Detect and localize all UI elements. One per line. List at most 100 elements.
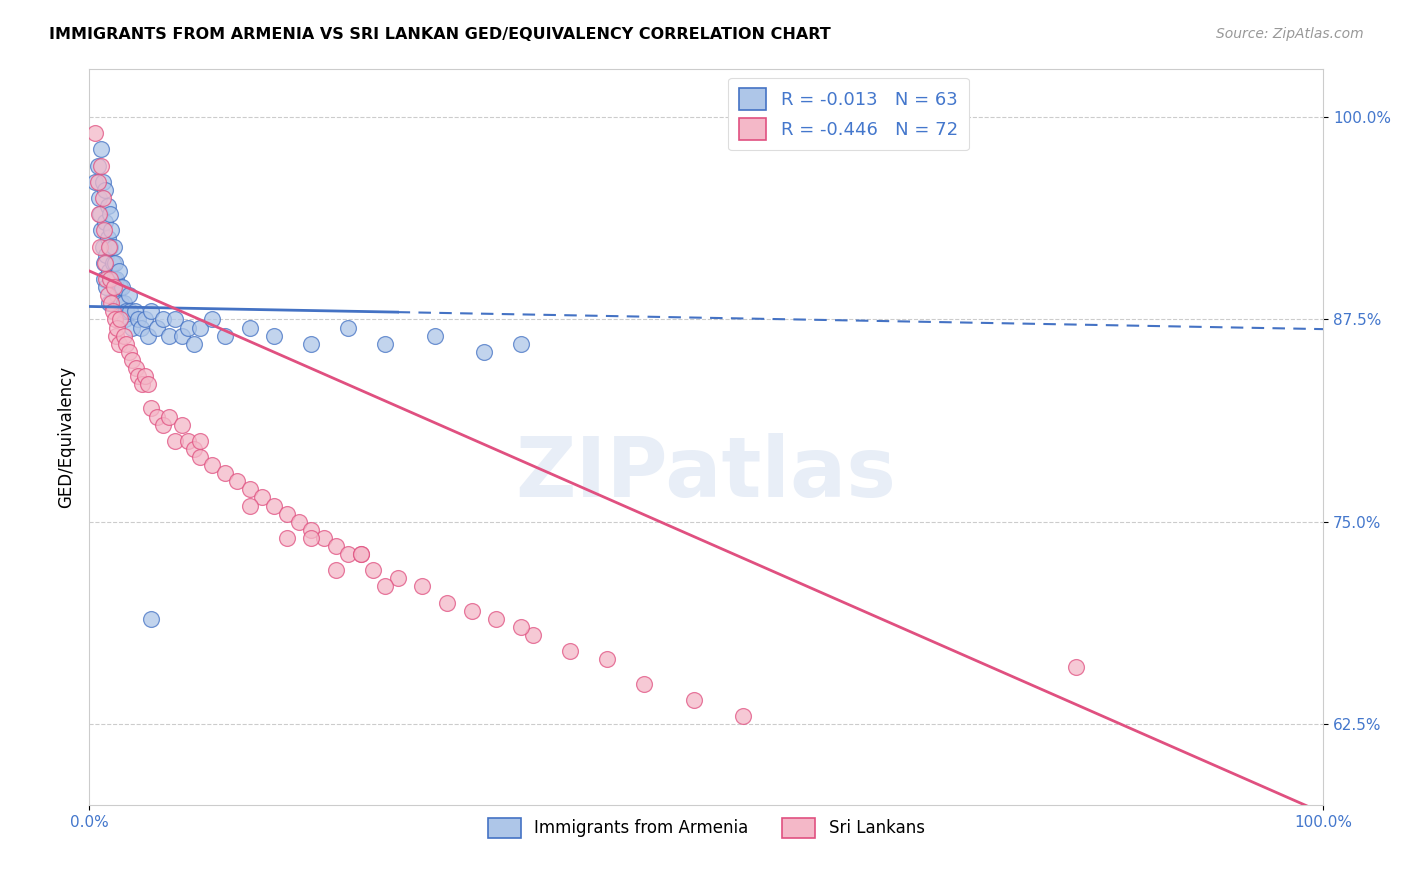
Point — [387, 571, 409, 585]
Point — [115, 304, 138, 318]
Point — [112, 328, 135, 343]
Point — [165, 434, 187, 448]
Point — [100, 296, 122, 310]
Point — [238, 320, 260, 334]
Point — [117, 344, 139, 359]
Point — [201, 458, 224, 472]
Point — [117, 288, 139, 302]
Point — [183, 336, 205, 351]
Point — [89, 239, 111, 253]
Point — [152, 417, 174, 432]
Point — [157, 328, 180, 343]
Point — [349, 547, 371, 561]
Point — [111, 280, 134, 294]
Point — [124, 304, 146, 318]
Point — [131, 377, 153, 392]
Point — [107, 336, 129, 351]
Point — [129, 320, 152, 334]
Point — [118, 304, 141, 318]
Point — [100, 272, 122, 286]
Point — [1066, 660, 1088, 674]
Point — [299, 336, 322, 351]
Point — [107, 264, 129, 278]
Point — [90, 143, 112, 157]
Point — [177, 434, 200, 448]
Point — [485, 612, 508, 626]
Point — [93, 272, 115, 286]
Point — [121, 352, 143, 367]
Point — [86, 159, 108, 173]
Point — [682, 693, 704, 707]
Point — [105, 328, 128, 343]
Point — [522, 628, 544, 642]
Point — [105, 272, 128, 286]
Text: Source: ZipAtlas.com: Source: ZipAtlas.com — [1216, 27, 1364, 41]
Y-axis label: GED/Equivalency: GED/Equivalency — [58, 366, 75, 508]
Point — [87, 191, 110, 205]
Point — [177, 320, 200, 334]
Point — [157, 409, 180, 424]
Point — [114, 312, 136, 326]
Point — [276, 507, 298, 521]
Point — [214, 328, 236, 343]
Point — [108, 280, 131, 294]
Point — [337, 320, 360, 334]
Point — [238, 499, 260, 513]
Point — [139, 612, 162, 626]
Point — [250, 491, 273, 505]
Point — [103, 280, 125, 294]
Point — [94, 215, 117, 229]
Point — [183, 442, 205, 456]
Point — [170, 417, 193, 432]
Point — [97, 296, 120, 310]
Point — [90, 223, 112, 237]
Point — [115, 336, 138, 351]
Point — [134, 312, 156, 326]
Point — [101, 304, 124, 318]
Legend: Immigrants from Armenia, Sri Lankans: Immigrants from Armenia, Sri Lankans — [481, 811, 931, 845]
Point — [97, 231, 120, 245]
Text: IMMIGRANTS FROM ARMENIA VS SRI LANKAN GED/EQUIVALENCY CORRELATION CHART: IMMIGRANTS FROM ARMENIA VS SRI LANKAN GE… — [49, 27, 831, 42]
Point — [84, 126, 107, 140]
Point — [510, 620, 533, 634]
Point — [733, 709, 755, 723]
Point — [472, 344, 495, 359]
Point — [89, 207, 111, 221]
Point — [91, 191, 114, 205]
Point — [93, 256, 115, 270]
Point — [112, 296, 135, 310]
Point — [374, 336, 396, 351]
Point — [127, 312, 149, 326]
Point — [188, 320, 211, 334]
Point — [94, 183, 117, 197]
Point — [238, 483, 260, 497]
Point — [134, 369, 156, 384]
Point — [263, 499, 285, 513]
Point — [97, 239, 120, 253]
Point — [127, 369, 149, 384]
Point — [299, 531, 322, 545]
Point — [125, 361, 148, 376]
Point — [98, 207, 121, 221]
Point — [337, 547, 360, 561]
Point — [104, 256, 127, 270]
Point — [411, 580, 433, 594]
Point — [84, 175, 107, 189]
Point — [633, 676, 655, 690]
Point — [100, 223, 122, 237]
Text: ZIPatlas: ZIPatlas — [516, 434, 897, 514]
Point — [91, 239, 114, 253]
Point — [107, 320, 129, 334]
Point — [108, 312, 131, 326]
Point — [96, 247, 118, 261]
Point — [510, 336, 533, 351]
Point — [374, 580, 396, 594]
Point — [325, 539, 347, 553]
Point — [188, 434, 211, 448]
Point — [596, 652, 619, 666]
Point — [325, 563, 347, 577]
Point — [90, 159, 112, 173]
Point — [139, 304, 162, 318]
Point — [103, 272, 125, 286]
Point — [86, 175, 108, 189]
